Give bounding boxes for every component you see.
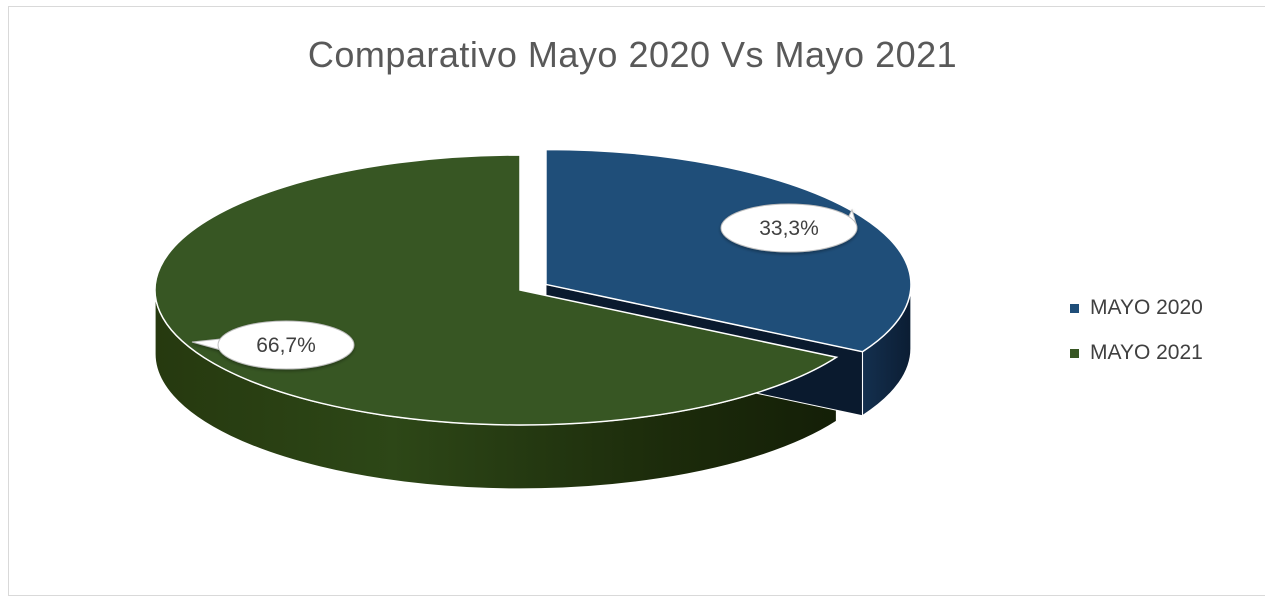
legend-item-mayo-2021: MAYO 2021 [1070, 339, 1203, 367]
chart-title: Comparativo Mayo 2020 Vs Mayo 2021 [307, 34, 958, 75]
data-label-mayo-2020: 33,3% [759, 217, 819, 240]
legend: MAYO 2020 MAYO 2021 [1070, 294, 1203, 384]
pie-slice-mayo-2020 [545, 148, 912, 353]
legend-item-mayo-2020: MAYO 2020 [1070, 294, 1203, 322]
legend-label-mayo-2021: MAYO 2021 [1090, 341, 1203, 364]
legend-label-mayo-2020: MAYO 2020 [1090, 296, 1203, 319]
pie-chart: 33,3% 66,7% [154, 148, 912, 490]
legend-swatch-mayo-2021 [1070, 348, 1079, 358]
legend-swatch-mayo-2020 [1070, 303, 1079, 313]
data-label-mayo-2021: 66,7% [256, 334, 316, 357]
